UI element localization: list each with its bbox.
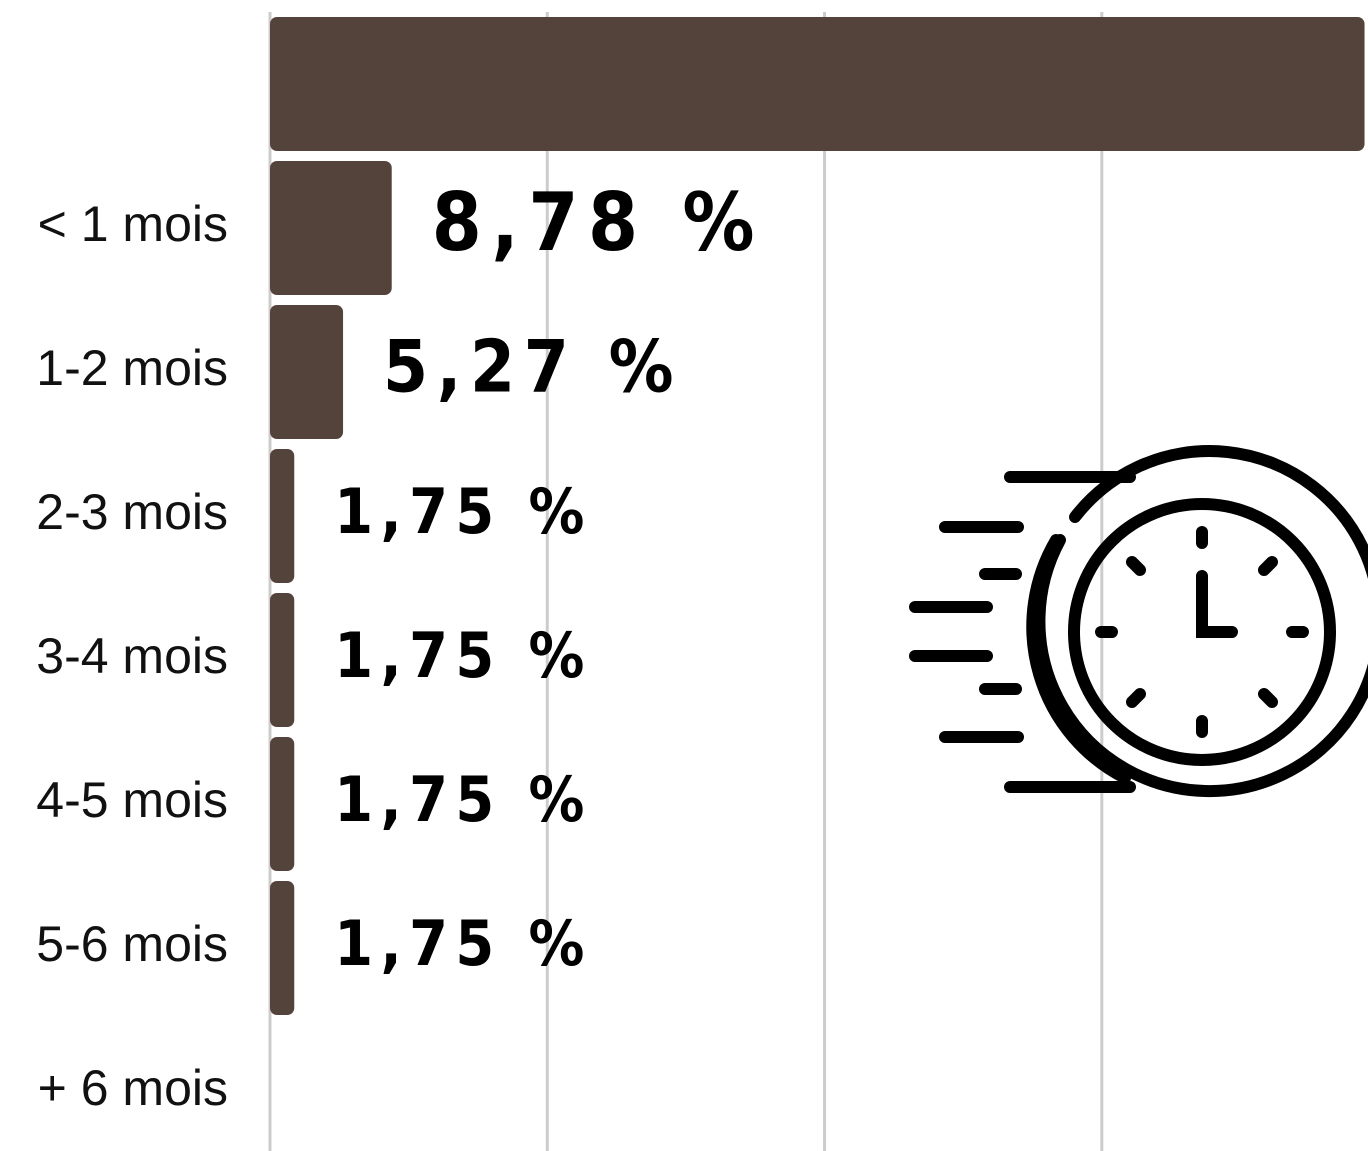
category-label: < 1 mois [38, 196, 228, 252]
value-label: 5,27 % [383, 325, 682, 409]
bar [270, 161, 392, 295]
bar [270, 593, 295, 727]
value-label: 1,75 % [334, 763, 592, 836]
value-label: 8,78 % [432, 176, 764, 269]
bars [270, 17, 1365, 1015]
category-label: 1-2 mois [36, 340, 228, 396]
category-label: 5-6 mois [36, 916, 228, 972]
bar [270, 305, 344, 439]
bar [270, 17, 1365, 151]
category-label: 2-3 mois [36, 484, 228, 540]
value-label: 1,75 % [334, 907, 592, 980]
bar [270, 737, 295, 871]
category-label: + 6 mois [38, 1060, 228, 1116]
value-label: 1,75 % [334, 475, 592, 548]
clock-icon [909, 445, 1368, 797]
value-label: 1,75 % [334, 619, 592, 692]
category-label: 4-5 mois [36, 772, 228, 828]
bar [270, 881, 295, 1015]
bar [270, 449, 295, 583]
category-label: 3-4 mois [36, 628, 228, 684]
